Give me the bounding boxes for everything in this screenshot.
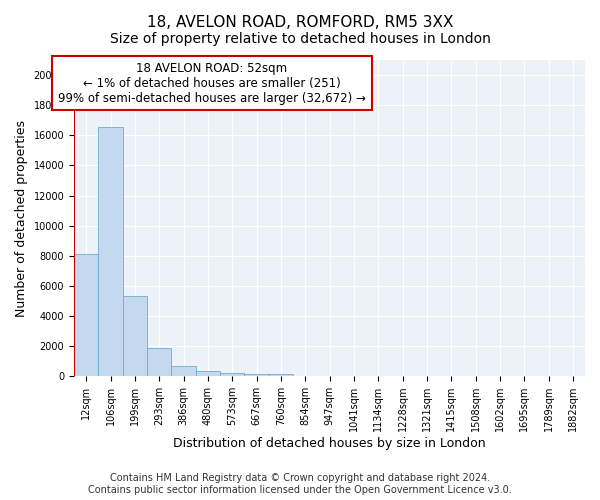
Bar	[98, 127, 122, 376]
Y-axis label: Number of detached properties: Number of detached properties	[15, 120, 28, 316]
Bar	[74, 254, 98, 376]
Bar	[269, 374, 293, 376]
X-axis label: Distribution of detached houses by size in London: Distribution of detached houses by size …	[173, 437, 486, 450]
Bar	[196, 372, 220, 376]
Bar	[220, 373, 244, 376]
Text: 18, AVELON ROAD, ROMFORD, RM5 3XX: 18, AVELON ROAD, ROMFORD, RM5 3XX	[147, 15, 453, 30]
Bar	[172, 366, 196, 376]
Bar	[122, 296, 147, 376]
Bar	[147, 348, 172, 376]
Text: Contains HM Land Registry data © Crown copyright and database right 2024.
Contai: Contains HM Land Registry data © Crown c…	[88, 474, 512, 495]
Text: 18 AVELON ROAD: 52sqm
← 1% of detached houses are smaller (251)
99% of semi-deta: 18 AVELON ROAD: 52sqm ← 1% of detached h…	[58, 62, 366, 104]
Text: Size of property relative to detached houses in London: Size of property relative to detached ho…	[110, 32, 490, 46]
Bar	[244, 374, 269, 376]
